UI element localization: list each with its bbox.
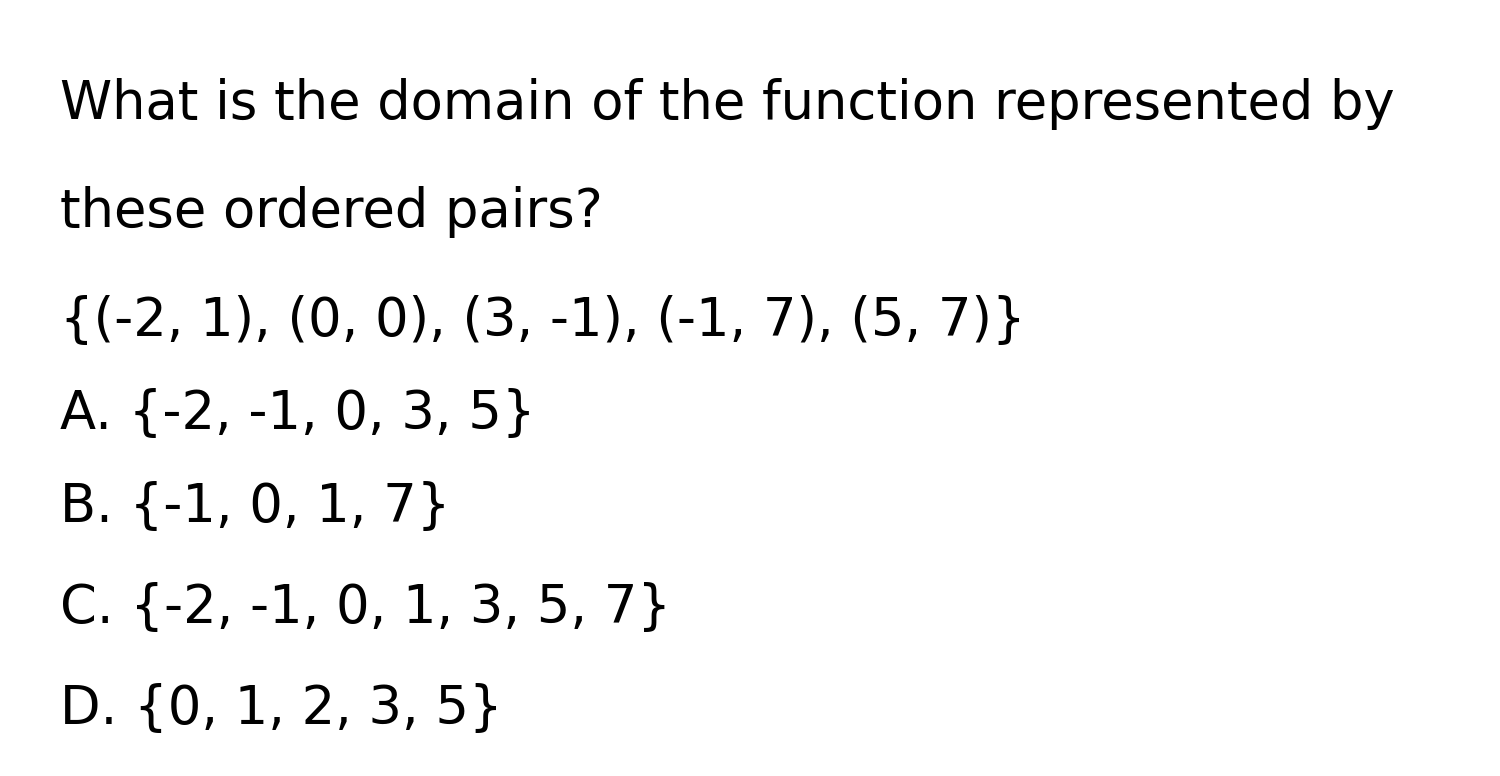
Text: D. {0, 1, 2, 3, 5}: D. {0, 1, 2, 3, 5} xyxy=(60,683,503,735)
Text: these ordered pairs?: these ordered pairs? xyxy=(60,186,603,238)
Text: B. {-1, 0, 1, 7}: B. {-1, 0, 1, 7} xyxy=(60,481,450,533)
Text: {(-2, 1), (0, 0), (3, -1), (-1, 7), (5, 7)}: {(-2, 1), (0, 0), (3, -1), (-1, 7), (5, … xyxy=(60,295,1026,347)
Text: What is the domain of the function represented by: What is the domain of the function repre… xyxy=(60,78,1395,130)
Text: A. {-2, -1, 0, 3, 5}: A. {-2, -1, 0, 3, 5} xyxy=(60,388,536,440)
Text: C. {-2, -1, 0, 1, 3, 5, 7}: C. {-2, -1, 0, 1, 3, 5, 7} xyxy=(60,582,670,634)
